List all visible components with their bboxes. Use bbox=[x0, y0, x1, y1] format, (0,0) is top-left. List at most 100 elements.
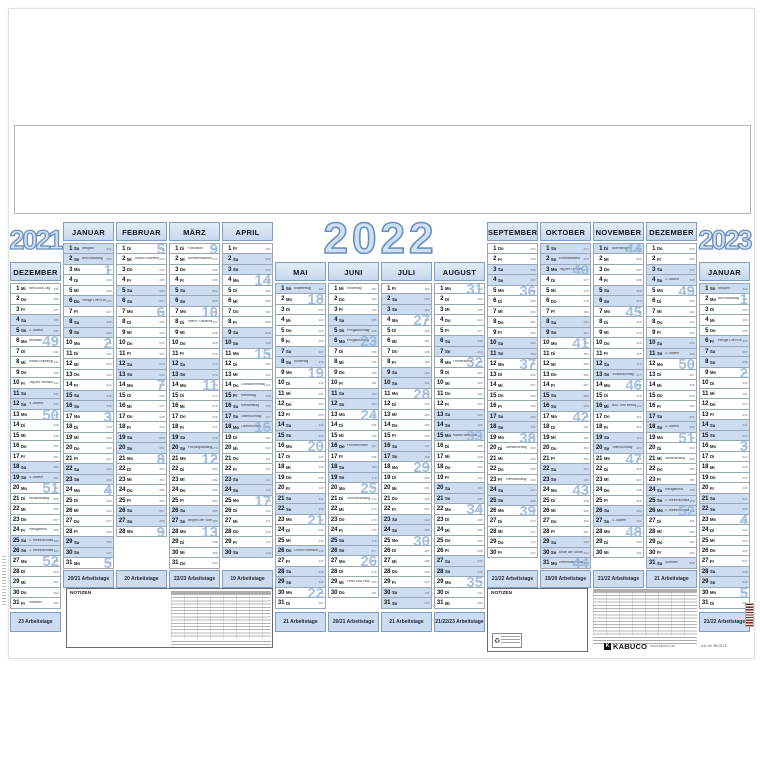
day-number: 1 bbox=[122, 245, 126, 252]
weekday-abbr: Do bbox=[657, 466, 663, 472]
day-cell: 4 Fr 035 bbox=[116, 274, 167, 286]
day-of-year: 317 bbox=[636, 372, 642, 377]
working-days-box-juni-2022: 20/21 Arbeitstage bbox=[328, 612, 379, 632]
day-of-year: 360 bbox=[53, 548, 59, 553]
day-number: 4 bbox=[705, 317, 709, 323]
day-number: 9 bbox=[652, 329, 656, 336]
day-of-year: 178 bbox=[371, 559, 377, 563]
day-of-year: 026 bbox=[106, 508, 112, 513]
day-number: 5 bbox=[175, 287, 179, 294]
day-of-year: 305 bbox=[636, 246, 642, 251]
weekday-abbr: Di bbox=[498, 298, 503, 304]
weekday-abbr: Mi bbox=[286, 464, 291, 470]
day-of-year: 137 bbox=[318, 454, 324, 459]
day-of-year: 230 bbox=[477, 465, 483, 469]
day-of-year: 084 bbox=[212, 498, 218, 503]
day-cell: 31 Mo 031 bbox=[63, 557, 114, 569]
day-number: 3 bbox=[228, 266, 232, 273]
day-number: 18 bbox=[224, 424, 232, 430]
day-of-year: 133 bbox=[318, 412, 324, 417]
day-number: 7 bbox=[705, 348, 709, 355]
day-number: 15 bbox=[65, 392, 73, 399]
weekday-abbr: Mo bbox=[498, 435, 505, 440]
weekday-abbr: Do bbox=[445, 391, 451, 396]
weekday-abbr: Di bbox=[657, 445, 662, 451]
weekday-abbr: Fr bbox=[445, 401, 450, 407]
day-of-year: 253 bbox=[530, 341, 536, 345]
weekday-abbr: Mi bbox=[233, 298, 238, 304]
weekday-abbr: Mi bbox=[339, 286, 344, 291]
day-of-year: 146 bbox=[318, 548, 324, 553]
month-header-juli-2022: JULI bbox=[381, 262, 432, 281]
day-of-year: 185 bbox=[424, 318, 430, 322]
weekday-abbr: Di bbox=[551, 351, 556, 356]
day-number: 31 bbox=[12, 600, 20, 606]
day-of-year: 019 bbox=[106, 435, 112, 440]
weekday-abbr: So bbox=[498, 277, 504, 283]
day-number: 17 bbox=[12, 453, 20, 460]
holiday-label: Tag der Menschenrechte bbox=[29, 381, 54, 385]
day-number: 26 bbox=[224, 507, 232, 514]
weekday-abbr: So bbox=[233, 487, 239, 493]
day-of-year: 353 bbox=[53, 475, 59, 480]
holiday-label: Buß- und Bettag bbox=[612, 404, 637, 408]
day-number: 21 bbox=[277, 495, 285, 502]
working-days-box-august-2022: 21/22/23 Arbeitstage bbox=[434, 612, 485, 632]
day-of-year: 088 bbox=[212, 540, 218, 544]
weekday-abbr: Mi bbox=[21, 359, 26, 365]
weekday-abbr: Di bbox=[339, 349, 344, 354]
day-number: 18 bbox=[436, 464, 444, 470]
day-of-year: 143 bbox=[318, 517, 324, 522]
day-number: 5 bbox=[281, 327, 285, 334]
weekday-abbr: Mi bbox=[392, 412, 397, 417]
working-days-box-september-2022: 21/22 Arbeitstage bbox=[487, 570, 538, 588]
weekday-abbr: Do bbox=[604, 267, 610, 272]
day-of-year: 166 bbox=[371, 433, 377, 438]
day-number: 8 bbox=[652, 319, 656, 325]
weekday-abbr: Sa bbox=[498, 340, 504, 346]
day-of-year: 030 bbox=[106, 550, 112, 555]
day-number: 24 bbox=[542, 487, 550, 493]
day-number: 15 bbox=[12, 432, 20, 439]
month-column-märz-2022: 1 Di Fastnacht 060 9 2 Mi Aschermittwoch 061 3 Do 0… bbox=[169, 243, 220, 570]
day-number: 7 bbox=[175, 308, 179, 315]
day-number: 18 bbox=[12, 464, 20, 470]
day-of-year: 073 bbox=[212, 383, 218, 387]
day-of-year: 337 bbox=[53, 307, 59, 312]
weekday-abbr: Mi bbox=[74, 435, 79, 440]
day-of-year: 355 bbox=[53, 496, 59, 501]
day-of-year: 094 bbox=[265, 278, 271, 282]
day-of-year: 109 bbox=[265, 435, 271, 440]
weekday-abbr: Di bbox=[710, 454, 715, 459]
holiday-label: 1. Weihnachtstag bbox=[29, 538, 54, 542]
weekday-abbr: Mo bbox=[286, 296, 293, 302]
day-of-year: 172 bbox=[371, 496, 377, 501]
day-of-year: 009 bbox=[106, 330, 112, 335]
weekday-abbr: Mi bbox=[445, 600, 450, 606]
day-number: 21 bbox=[595, 455, 603, 462]
day-of-year: 359 bbox=[53, 538, 59, 543]
day-of-year: 312 bbox=[636, 320, 642, 324]
day-number: 30 bbox=[171, 549, 179, 556]
day-of-year: 342 bbox=[53, 360, 59, 364]
day-of-year: 343 bbox=[689, 330, 695, 335]
day-number: 14 bbox=[330, 422, 338, 428]
day-number: 21 bbox=[383, 495, 391, 502]
day-of-year: 102 bbox=[265, 362, 271, 366]
day-of-year: 060 bbox=[212, 246, 218, 251]
day-cell: 12 Mi 012 bbox=[63, 358, 114, 370]
day-number: 1 bbox=[546, 245, 550, 252]
day-number: 24 bbox=[171, 487, 179, 493]
day-number: 25 bbox=[383, 537, 391, 544]
day-of-year: 347 bbox=[689, 372, 695, 377]
weekday-abbr: Do bbox=[498, 319, 504, 325]
day-number: 20 bbox=[65, 445, 73, 451]
day-of-year: 037 bbox=[159, 299, 165, 303]
weekday-abbr: Di bbox=[233, 508, 238, 513]
month-header-juni-2022: JUNI bbox=[328, 262, 379, 281]
day-number: 13 bbox=[224, 371, 232, 378]
day-number: 29 bbox=[171, 539, 179, 545]
weekday-abbr: Do bbox=[710, 548, 716, 553]
day-of-year: 150 bbox=[318, 590, 324, 595]
